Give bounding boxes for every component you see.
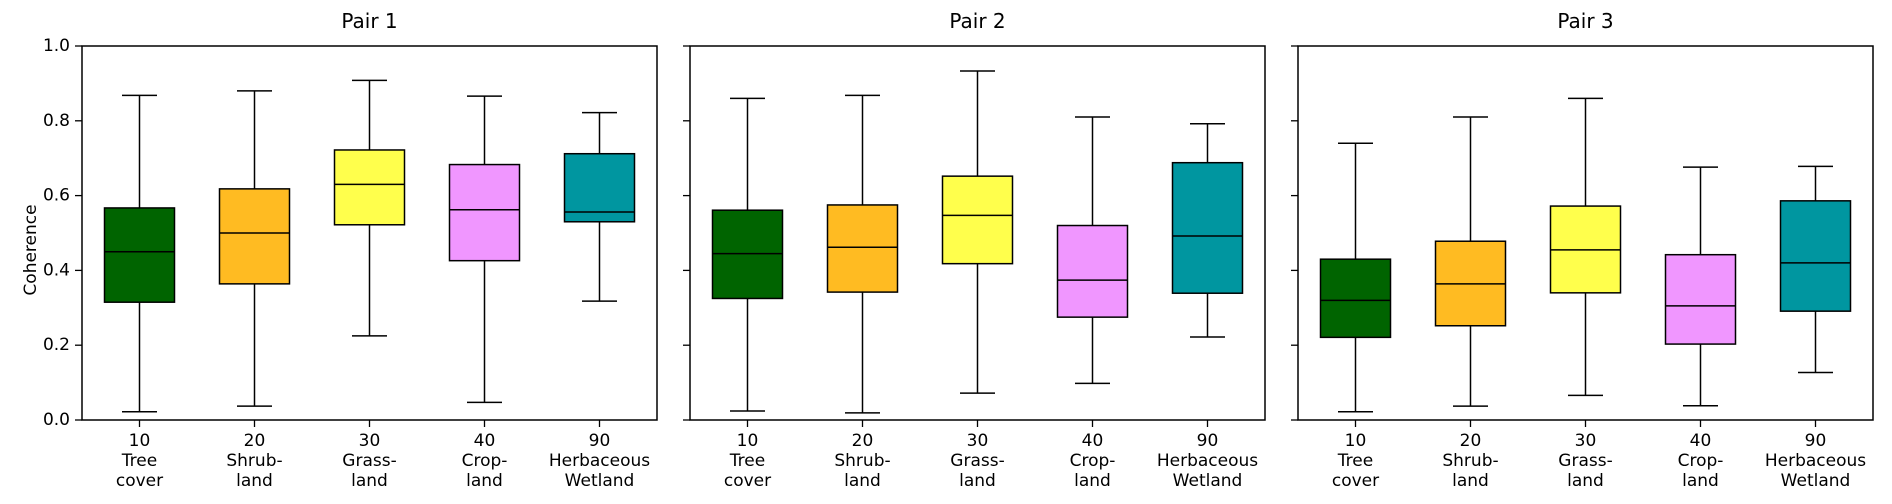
x-tick-label-line2: cover [724,471,771,491]
x-tick-label-line2: land [959,471,996,491]
x-tick-label-line1: Grass- [1558,451,1612,471]
x-tick-label-code: 40 [474,431,496,451]
x-tick-label-line1: Tree [729,451,765,471]
pair2-cat20-box [826,204,899,293]
y-tick-label: 0.0 [43,410,70,430]
x-tick-label-line2: Wetland [1781,471,1851,491]
x-tick-label-code: 10 [129,431,151,451]
x-tick-label-code: 10 [1345,431,1367,451]
panel-frame-1 [81,45,658,421]
x-tick-label-line1: Grass- [950,451,1004,471]
pair1-cat30-box [333,149,406,226]
x-tick-label-line2: land [236,471,273,491]
x-tick-label-line1: Herbaceous [549,451,650,471]
panel-title-3: Pair 3 [1557,9,1613,33]
x-tick-label-code: 90 [1805,431,1827,451]
x-tick-label-line1: Grass- [342,451,396,471]
x-tick-label-line2: land [1074,471,1111,491]
panel-frame-2 [689,45,1266,421]
y-tick-label: 1.0 [43,36,70,56]
x-tick-label-line1: Shrub- [226,451,282,471]
x-tick-label-line2: cover [116,471,163,491]
pair2-cat40-box [1056,224,1129,318]
x-tick-label-code: 20 [244,431,266,451]
x-tick-label-code: 20 [852,431,874,451]
pair3-cat90-box [1779,200,1852,312]
y-tick-label: 0.8 [43,111,70,131]
x-tick-label-line1: Shrub- [1442,451,1498,471]
pair1-cat10-box [103,207,176,303]
x-tick-label-line1: Shrub- [834,451,890,471]
pair1-cat90-box [563,152,636,223]
x-tick-label-line2: land [1452,471,1489,491]
x-tick-label-code: 30 [1575,431,1597,451]
x-tick-label-code: 10 [737,431,759,451]
x-tick-label-line2: land [844,471,881,491]
x-tick-label-line2: Wetland [565,471,635,491]
x-tick-label-line1: Tree [121,451,157,471]
pair2-cat30-box [941,175,1014,265]
x-tick-label-line1: Herbaceous [1157,451,1258,471]
x-tick-label-line1: Tree [1337,451,1373,471]
x-tick-label-line2: Wetland [1173,471,1243,491]
y-axis-label: Coherence [21,204,41,295]
x-tick-label-line1: Crop- [462,451,508,471]
x-tick-label-line2: cover [1332,471,1379,491]
x-tick-label-line2: land [351,471,388,491]
x-tick-label-code: 30 [967,431,989,451]
y-tick-label: 0.2 [43,335,70,355]
x-tick-label-code: 40 [1690,431,1712,451]
pair1-cat20-box [218,188,291,285]
pair3-cat10-box [1319,258,1392,339]
x-tick-label-code: 30 [359,431,381,451]
pair1-cat40-box [448,163,521,262]
y-tick-label: 0.6 [43,186,70,206]
x-tick-label-line1: Herbaceous [1765,451,1866,471]
x-tick-label-code: 90 [1197,431,1219,451]
panel-title-1: Pair 1 [341,9,397,33]
x-tick-label-line1: Crop- [1070,451,1116,471]
panel-title-2: Pair 2 [949,9,1005,33]
y-tick-label: 0.4 [43,260,70,280]
x-tick-label-line2: land [1567,471,1604,491]
pair3-cat40-box [1664,253,1737,345]
x-tick-label-line2: land [466,471,503,491]
x-tick-label-line1: Crop- [1678,451,1724,471]
x-tick-label-code: 40 [1082,431,1104,451]
x-tick-label-code: 20 [1460,431,1482,451]
x-tick-label-code: 90 [589,431,611,451]
x-tick-label-line2: land [1682,471,1719,491]
panel-frame-3 [1297,45,1874,421]
pair2-cat90-box [1171,161,1244,294]
